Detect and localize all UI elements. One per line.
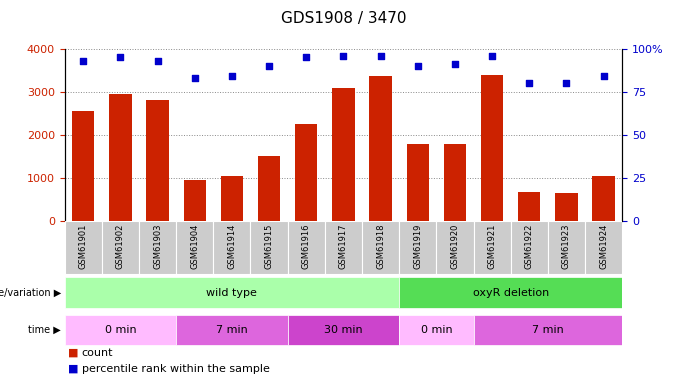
Text: GSM61917: GSM61917 xyxy=(339,224,348,269)
Point xyxy=(115,54,126,60)
Text: GSM61921: GSM61921 xyxy=(488,224,496,269)
Bar xyxy=(444,144,466,221)
Bar xyxy=(250,221,288,274)
Text: wild type: wild type xyxy=(207,288,257,297)
Text: GSM61903: GSM61903 xyxy=(153,224,162,269)
Bar xyxy=(72,111,95,221)
Text: 30 min: 30 min xyxy=(324,325,362,335)
Text: GSM61923: GSM61923 xyxy=(562,224,571,269)
Text: GSM61919: GSM61919 xyxy=(413,224,422,269)
Bar xyxy=(214,221,250,274)
Point xyxy=(189,75,200,81)
Point xyxy=(412,63,423,69)
Bar xyxy=(288,315,399,345)
Bar xyxy=(221,176,243,221)
Bar xyxy=(399,221,437,274)
Bar xyxy=(369,76,392,221)
Text: time ▶: time ▶ xyxy=(29,325,61,335)
Text: ■: ■ xyxy=(68,348,78,357)
Text: GSM61915: GSM61915 xyxy=(265,224,273,269)
Text: genotype/variation ▶: genotype/variation ▶ xyxy=(0,288,61,297)
Text: 7 min: 7 min xyxy=(216,325,248,335)
Bar xyxy=(556,193,577,221)
Bar xyxy=(184,180,206,221)
Text: percentile rank within the sample: percentile rank within the sample xyxy=(82,364,269,374)
Bar xyxy=(585,221,622,274)
Text: count: count xyxy=(82,348,113,357)
Text: GSM61904: GSM61904 xyxy=(190,224,199,269)
Text: 0 min: 0 min xyxy=(420,325,452,335)
Text: GSM61922: GSM61922 xyxy=(525,224,534,269)
Bar xyxy=(473,221,511,274)
Point xyxy=(561,80,572,86)
Text: GSM61914: GSM61914 xyxy=(227,224,237,269)
Point xyxy=(301,54,311,60)
Bar xyxy=(511,221,548,274)
Bar xyxy=(176,315,288,345)
Bar xyxy=(139,221,176,274)
Bar xyxy=(65,221,102,274)
Bar xyxy=(473,315,622,345)
Bar xyxy=(362,221,399,274)
Text: ■: ■ xyxy=(68,364,78,374)
Bar xyxy=(325,221,362,274)
Point xyxy=(598,74,609,80)
Bar xyxy=(109,94,131,221)
Bar xyxy=(437,221,473,274)
Text: GSM61920: GSM61920 xyxy=(450,224,460,269)
Bar xyxy=(592,176,615,221)
Bar xyxy=(481,75,503,221)
Point xyxy=(449,61,460,67)
Text: GSM61918: GSM61918 xyxy=(376,224,385,269)
Bar xyxy=(407,144,429,221)
Bar xyxy=(176,221,214,274)
Bar xyxy=(102,221,139,274)
Text: GSM61901: GSM61901 xyxy=(79,224,88,269)
Point xyxy=(524,80,534,86)
Bar xyxy=(399,278,622,308)
Text: GSM61916: GSM61916 xyxy=(302,224,311,269)
Point xyxy=(375,53,386,58)
Bar xyxy=(288,221,325,274)
Text: GDS1908 / 3470: GDS1908 / 3470 xyxy=(281,11,406,26)
Bar xyxy=(65,278,399,308)
Text: 0 min: 0 min xyxy=(105,325,136,335)
Bar xyxy=(65,315,176,345)
Bar xyxy=(295,124,318,221)
Text: GSM61902: GSM61902 xyxy=(116,224,125,269)
Bar xyxy=(258,156,280,221)
Point xyxy=(226,74,237,80)
Text: GSM61924: GSM61924 xyxy=(599,224,608,269)
Point xyxy=(152,58,163,64)
Point xyxy=(78,58,88,64)
Bar xyxy=(146,100,169,221)
Bar xyxy=(518,192,541,221)
Point xyxy=(338,53,349,58)
Text: oxyR deletion: oxyR deletion xyxy=(473,288,549,297)
Bar xyxy=(548,221,585,274)
Text: 7 min: 7 min xyxy=(532,325,564,335)
Bar xyxy=(333,88,354,221)
Point xyxy=(264,63,275,69)
Bar xyxy=(399,315,473,345)
Point xyxy=(487,53,498,58)
